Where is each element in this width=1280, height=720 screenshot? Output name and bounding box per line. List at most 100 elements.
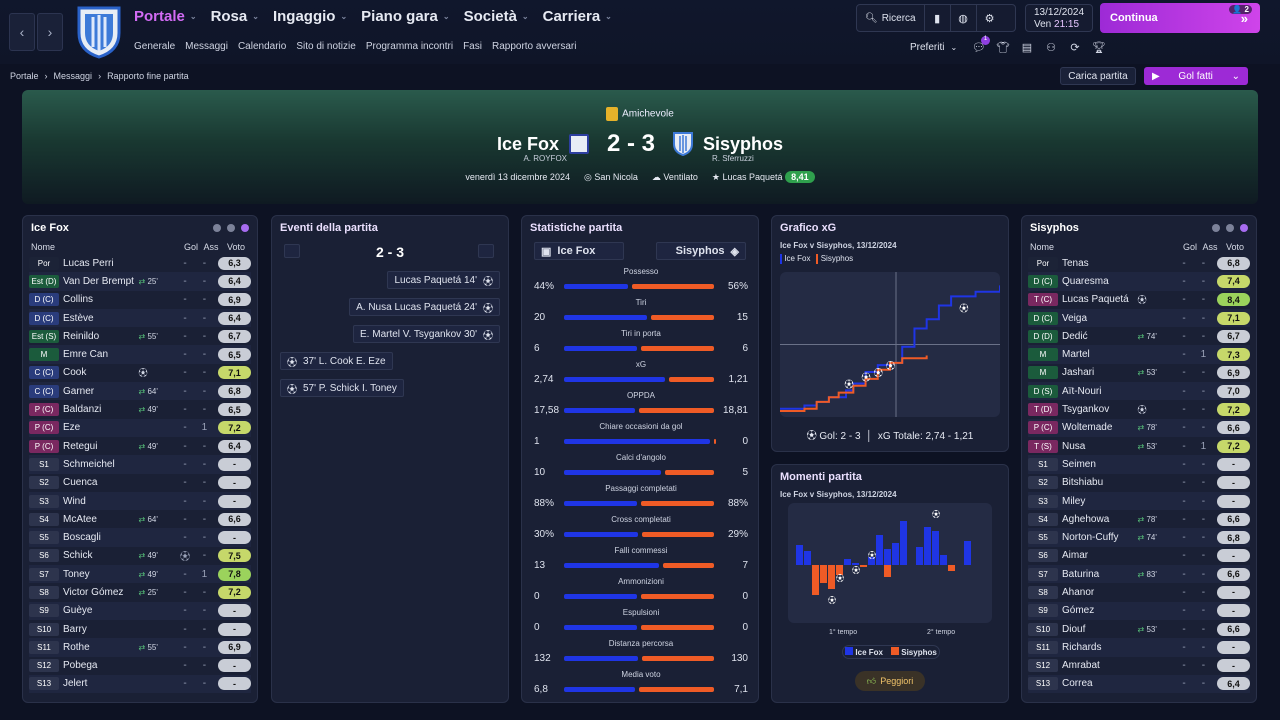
clipboard-button[interactable]: ▤ — [1020, 40, 1034, 54]
player-name[interactable]: Martel — [1062, 349, 1090, 361]
table-row[interactable]: S12 Pobega - - - — [29, 657, 251, 675]
player-name[interactable]: Tenas — [1062, 257, 1089, 269]
player-name[interactable]: Norton-Cuffy — [1062, 532, 1119, 544]
player-name[interactable]: Guèye — [63, 605, 93, 617]
table-row[interactable]: Est (D) Van Der Brempt ⇄ 25' - -6,4 — [29, 272, 251, 291]
load-match-button[interactable]: Carica partita — [1060, 67, 1136, 85]
trophy-button[interactable]: 🏆︎ — [1092, 40, 1106, 54]
event-home[interactable]: ⚽︎ 37' L. Cook E. Eze — [280, 352, 393, 370]
table-row[interactable]: Est (S) Reinildo ⇄ 55' - -6,7 — [29, 327, 251, 345]
table-row[interactable]: S7 Baturina ⇄ 83' - -6,6 — [1028, 565, 1250, 584]
table-row[interactable]: S4 McAtee ⇄ 64' - -6,6 — [29, 510, 251, 528]
player-name[interactable]: Collins — [63, 294, 94, 306]
globe-button[interactable]: ◍ — [951, 5, 977, 31]
player-name[interactable]: Lucas Perri — [63, 257, 114, 269]
player-name[interactable]: Woltemade — [1062, 422, 1113, 434]
player-name[interactable]: Ahanor — [1062, 586, 1095, 598]
table-row[interactable]: S3 Miley - - - — [1028, 491, 1250, 511]
subnav-item-1[interactable]: Messaggi — [185, 41, 228, 52]
player-name[interactable]: Baldanzi — [63, 404, 102, 416]
subnav-item-0[interactable]: Generale — [134, 41, 176, 52]
player-name[interactable]: Retegui — [63, 440, 98, 452]
player-name[interactable]: Nusa — [1062, 440, 1086, 452]
player-name[interactable]: Aït-Nouri — [1062, 385, 1102, 397]
nav-item-1[interactable]: Rosa ⌄ — [211, 8, 259, 25]
player-name[interactable]: Barry — [63, 623, 87, 635]
table-row[interactable]: S10 Barry - - - — [29, 620, 251, 638]
page-dot[interactable] — [1226, 224, 1234, 232]
table-row[interactable]: T (C) Lucas Paquetá ⚽︎ - -8,4 — [1028, 291, 1250, 309]
table-row[interactable]: S3 Wind - - - — [29, 491, 251, 511]
worst-button[interactable]: 👍︎ Peggiori — [855, 671, 925, 691]
table-row[interactable]: S10 Diouf ⇄ 53' - -6,6 — [1028, 620, 1250, 638]
player-name[interactable]: Richards — [1062, 641, 1102, 653]
table-row[interactable]: S13 Correa - -6,4 — [1028, 674, 1250, 694]
breadcrumb-item[interactable]: Messaggi — [53, 71, 93, 81]
event-away[interactable]: E. Martel V. Tsygankov 30' ⚽︎ — [353, 325, 500, 343]
player-name[interactable]: Boscagli — [63, 532, 101, 544]
table-row[interactable]: S9 Guèye - - - — [29, 601, 251, 620]
away-team-name[interactable]: Sisyphos — [703, 133, 784, 154]
refresh-button[interactable]: ⟳ — [1068, 40, 1082, 54]
page-dot[interactable] — [213, 224, 221, 232]
player-name[interactable]: Schmeichel — [63, 458, 115, 470]
player-of-match[interactable]: ★ Lucas Paquetá 8,41 — [712, 171, 815, 183]
player-name[interactable]: Jashari — [1062, 367, 1095, 379]
forward-button[interactable]: › — [37, 13, 63, 51]
table-row[interactable]: P (C) Baldanzi ⇄ 49' - -6,5 — [29, 400, 251, 418]
table-row[interactable]: S2 Bitshiabu - - - — [1028, 474, 1250, 492]
subnav-item-6[interactable]: Rapporto avversari — [491, 41, 577, 52]
table-row[interactable]: S1 Seimen - - - — [1028, 455, 1250, 474]
hierarchy-button[interactable]: ⚇ — [1044, 40, 1058, 54]
table-row[interactable]: S11 Richards - - - — [1028, 638, 1250, 657]
player-name[interactable]: Victor Gómez — [63, 586, 124, 598]
player-name[interactable]: Emre Can — [63, 349, 109, 361]
bookmark-button[interactable]: ▮ — [925, 5, 951, 31]
player-name[interactable]: Seimen — [1062, 458, 1096, 470]
player-name[interactable]: Correa — [1062, 678, 1093, 690]
goals-scored-dropdown[interactable]: ▶ Gol fatti ⌄ — [1144, 67, 1248, 85]
table-row[interactable]: S6 Aimar - - - — [1028, 547, 1250, 565]
table-row[interactable]: D (D) Dedić ⇄ 74' - -6,7 — [1028, 327, 1250, 345]
club-crest-logo[interactable] — [76, 5, 122, 59]
player-name[interactable]: Dedić — [1062, 330, 1088, 342]
table-row[interactable]: T (S) Nusa ⇄ 53' -1 7,2 — [1028, 437, 1250, 455]
table-row[interactable]: P (C) Retegui ⇄ 49' - -6,4 — [29, 437, 251, 455]
subnav-item-2[interactable]: Calendario — [237, 41, 287, 52]
player-name[interactable]: Garner — [63, 385, 95, 397]
player-name[interactable]: Miley — [1062, 495, 1086, 507]
player-name[interactable]: Baturina — [1062, 568, 1100, 580]
table-row[interactable]: S12 Amrabat - - - — [1028, 657, 1250, 675]
table-row[interactable]: S5 Norton-Cuffy ⇄ 74' - -6,8 — [1028, 528, 1250, 547]
event-home[interactable]: ⚽︎ 57' P. Schick I. Toney — [280, 379, 404, 397]
player-name[interactable]: Rothe — [63, 641, 90, 653]
breadcrumb-item[interactable]: Portale — [10, 71, 39, 81]
shirt-button[interactable]: 👕︎ — [996, 40, 1010, 54]
player-name[interactable]: Wind — [63, 495, 86, 507]
player-name[interactable]: Reinildo — [63, 330, 100, 342]
player-name[interactable]: Bitshiabu — [1062, 477, 1104, 489]
back-button[interactable]: ‹ — [9, 13, 35, 51]
player-name[interactable]: Aghehowa — [1062, 513, 1110, 525]
player-name[interactable]: Pobega — [63, 660, 98, 672]
away-coach[interactable]: R. Sferruzzi — [712, 154, 754, 163]
table-row[interactable]: S6 Schick ⇄ 49' ⚽︎ -7,5 — [29, 547, 251, 565]
player-name[interactable]: Tsygankov — [1062, 404, 1110, 416]
player-name[interactable]: Estève — [63, 312, 94, 324]
event-away[interactable]: A. Nusa Lucas Paquetá 24' ⚽︎ — [349, 298, 500, 316]
nav-item-4[interactable]: Società ⌄ — [464, 8, 529, 25]
table-row[interactable]: Por Lucas Perri - -6,3 — [29, 254, 251, 272]
player-name[interactable]: Quaresma — [1062, 275, 1109, 287]
subnav-item-5[interactable]: Fasi — [463, 41, 482, 52]
table-row[interactable]: M Jashari ⇄ 53' - -6,9 — [1028, 364, 1250, 382]
table-row[interactable]: S13 Jelert - - - — [29, 674, 251, 694]
stadium[interactable]: ◎ San Nicola — [584, 172, 638, 183]
favorites-dropdown[interactable]: Preferiti ⌄ — [910, 42, 957, 53]
table-row[interactable]: S5 Boscagli - - - — [29, 528, 251, 547]
event-away[interactable]: Lucas Paquetá 14' ⚽︎ — [387, 271, 500, 289]
player-name[interactable]: Veiga — [1062, 312, 1088, 324]
table-row[interactable]: D (S) Aït-Nouri - -7,0 — [1028, 382, 1250, 401]
player-name[interactable]: Cook — [63, 367, 87, 379]
search-button[interactable]: 🔍︎ Ricerca — [857, 5, 925, 31]
player-name[interactable]: Cuenca — [63, 477, 98, 489]
